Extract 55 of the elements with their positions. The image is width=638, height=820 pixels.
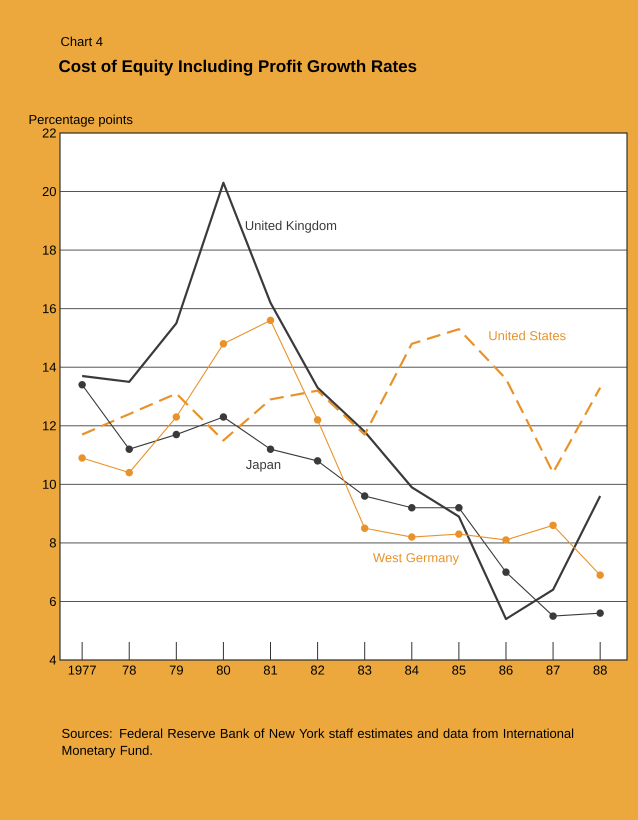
x-tick-label: 78 [122, 666, 136, 675]
x-tick-label: 86 [499, 666, 513, 675]
x-tick-label: 80 [216, 666, 230, 675]
point [455, 504, 463, 512]
y-tick-label: 10 [43, 480, 56, 489]
point [360, 524, 368, 532]
point [78, 454, 86, 462]
point [220, 413, 228, 421]
point [220, 340, 228, 348]
chart-subtitle: Chart 4 [61, 36, 103, 46]
point [314, 457, 322, 465]
point [455, 530, 463, 538]
point [78, 381, 86, 389]
y-tick-label: 16 [43, 304, 56, 314]
point [549, 522, 557, 530]
point [408, 504, 416, 512]
y-tick-label: 22 [42, 128, 56, 138]
point [596, 571, 604, 579]
point [266, 445, 274, 453]
y-tick-label: 8 [50, 538, 56, 548]
chart-title: Cost of Equity Including Profit Growth Rates [59, 60, 416, 76]
source-note: Sources: Federal Reserve Bank of New York staff estimates and data from International Monetary Fund. [62, 728, 574, 758]
point [125, 468, 133, 476]
point [596, 609, 604, 617]
x-tick-label: 87 [546, 666, 560, 675]
line-series [81, 182, 602, 620]
series-label: United Kingdom [246, 220, 336, 233]
x-tick-label: 81 [264, 666, 278, 675]
y-tick-label: 4 [50, 656, 56, 664]
point [502, 536, 510, 544]
x-tick-label: 88 [594, 666, 607, 675]
point [360, 492, 368, 500]
point [408, 533, 416, 541]
x-tick-label: 79 [170, 666, 183, 675]
point [172, 413, 180, 421]
y-tick-label: 20 [42, 186, 56, 196]
point [314, 416, 322, 424]
x-tick-label: 83 [358, 666, 372, 675]
x-tick-label: 84 [405, 666, 419, 675]
point [172, 430, 180, 438]
y-tick-label: 18 [43, 246, 56, 255]
y-tick-label: 6 [50, 596, 56, 606]
x-tick-label: 85 [452, 666, 466, 675]
point [125, 445, 133, 453]
y-axis-title: Percentage points [30, 114, 132, 127]
y-tick-label: 12 [43, 421, 56, 430]
x-tick-label: 1977 [68, 666, 96, 675]
point [502, 568, 510, 576]
y-tick-label: 14 [43, 362, 56, 372]
point [266, 316, 274, 324]
x-tick-label: 82 [310, 666, 324, 675]
point [549, 612, 557, 620]
series-label: West Germany [372, 553, 460, 565]
series-label: United States [489, 330, 566, 340]
series-label: Japan [246, 460, 280, 472]
